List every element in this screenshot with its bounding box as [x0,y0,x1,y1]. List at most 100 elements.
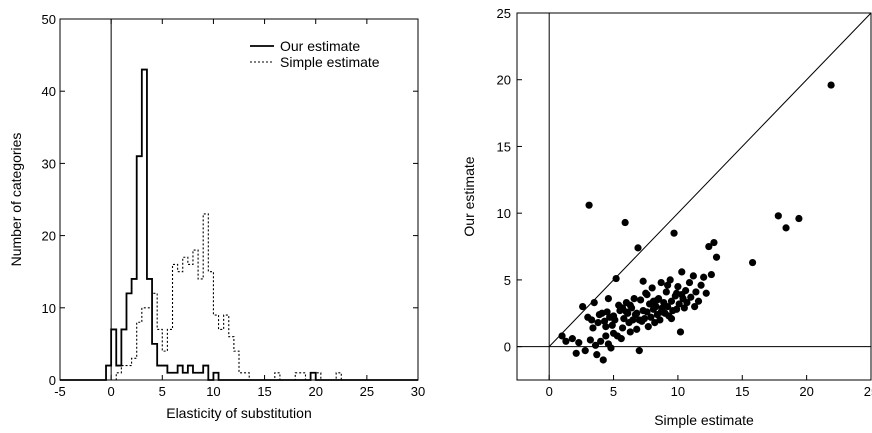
scatter-point [652,303,660,311]
scatter-point [621,218,629,227]
scatter-point [562,337,570,345]
scatter-point [689,272,697,280]
hist-y-tick-label: 10 [42,301,56,316]
scatter-point [694,297,703,305]
scatter-point [664,303,672,311]
scatter-point [593,351,601,359]
scatter-point [680,304,688,312]
scatter-point [644,323,652,331]
scatter-point [586,336,594,344]
scatter-point [581,347,589,355]
scatter-point [748,258,757,267]
scatter-point [643,308,651,316]
scatter-point [774,212,782,220]
scatter-point [622,308,631,316]
scatter-point [673,289,681,297]
hist-y-tick-label: 30 [42,156,56,171]
scatter-point [635,347,643,355]
scatter-point [589,324,597,332]
scatter-point [579,303,587,311]
scatter-point [683,298,691,307]
scatter-point [636,296,645,304]
scatter-point [558,332,566,340]
scatter-point [620,315,628,323]
scatter-point [664,281,672,289]
scatter-point [662,288,670,296]
scatter-point [635,316,643,324]
scatter-y-tick-label: 10 [497,206,511,221]
simple-estimate-histogram [60,213,418,381]
legend-label-our-estimate: Our estimate [280,38,360,54]
scatter-point [633,325,641,333]
scatter-point [676,328,685,336]
scatter-point [633,309,641,317]
scatter-point [626,328,634,336]
hist-y-tick-label: 50 [42,12,56,27]
scatter-plot-frame [516,12,872,381]
our-estimate-histogram [60,68,418,381]
scatter-point [667,315,676,323]
scatter-point [697,281,705,289]
hist-x-tick-label: 10 [206,384,220,399]
scatter-point [618,324,627,332]
hist-x-tick-label: -5 [54,384,66,399]
scatter-point [634,244,642,252]
scatter-point [572,349,580,357]
scatter-y-tick-label: 5 [504,273,511,288]
scatter-panel: 0 5 10 15 20 25 0 5 10 15 20 25 Simple estimate Our e… [461,6,872,428]
scatter-point [626,301,634,309]
scatter-point [673,305,681,313]
hist-x-tick-label: 5 [159,384,166,399]
scatter-point [795,214,803,223]
scatter-x-tick-label: 20 [799,384,813,399]
scatter-point [611,316,619,324]
scatter-point [827,81,835,89]
scatter-x-tick-label: 0 [546,384,553,399]
hist-y-axis-title: Number of categories [8,133,24,267]
scatter-x-tick-label: 10 [671,384,685,399]
scatter-point [594,319,602,327]
scatter-point [612,274,620,283]
scatter-point [630,294,638,303]
scatter-point [670,229,678,237]
scatter-y-tick-label: 15 [497,139,511,154]
scatter-point [710,238,718,247]
scatter-point [657,278,665,287]
scatter-x-tick-label: 25 [864,384,872,399]
scatter-point [674,282,682,291]
scatter-point [568,335,576,343]
hist-x-tick-label: 20 [308,384,322,399]
scatter-y-tick-label: 25 [497,6,511,21]
hist-x-tick-label: 15 [257,384,271,399]
scatter-point [617,335,625,343]
scatter-point [602,323,610,331]
scatter-y-axis-title: Our estimate [461,156,477,236]
hist-y-tick-label: 40 [42,84,56,99]
scatter-point [608,321,616,329]
scatter-point [647,313,655,321]
scatter-point [648,284,656,292]
scatter-x-tick-label: 15 [735,384,749,399]
scatter-point [599,356,607,364]
scatter-point [702,289,710,297]
scatter-point [667,297,676,305]
scatter-point [639,277,647,285]
scatter-point [604,294,612,303]
hist-y-tick-label: 0 [49,373,56,388]
scatter-x-tick-label: 5 [610,384,617,399]
hist-x-tick-label: 0 [108,384,115,399]
scatter-point [687,293,695,301]
scatter-point [666,276,674,284]
scatter-point [602,332,610,340]
hist-x-tick-label: 25 [360,384,374,399]
scatter-point [657,308,665,316]
scatter-point [782,224,790,232]
scatter-point [607,344,615,352]
hist-y-tick-label: 20 [42,229,56,244]
scatter-point [629,316,637,324]
scatter-point [585,201,593,209]
scatter-point [609,329,618,337]
scatter-point [700,273,708,281]
scatter-point [590,298,598,307]
